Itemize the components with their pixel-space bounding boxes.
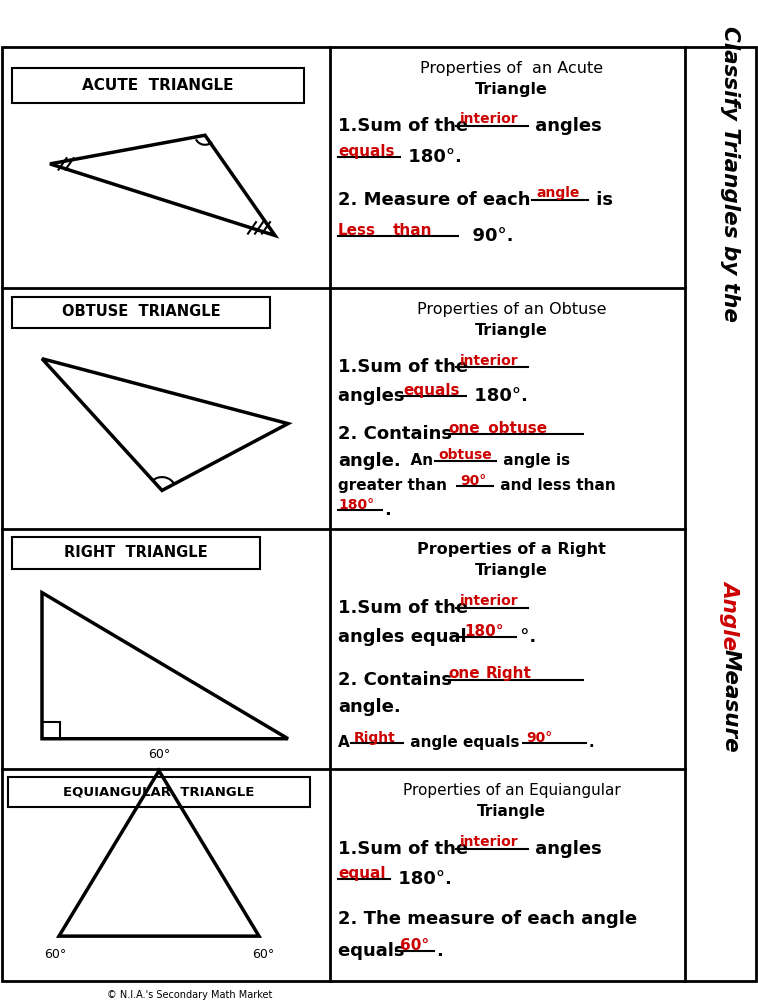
Bar	[12, 296, 270, 329]
Text: than: than	[393, 223, 433, 238]
Text: Measure: Measure	[721, 649, 741, 752]
Bar	[42, 722, 60, 739]
Text: 2. The measure of each angle: 2. The measure of each angle	[338, 910, 637, 928]
Text: Right: Right	[354, 731, 396, 745]
Text: interior: interior	[460, 354, 518, 368]
Text: angles: angles	[338, 387, 411, 405]
Text: Properties of a Right: Properties of a Right	[417, 542, 606, 557]
Text: 1.Sum of the: 1.Sum of the	[338, 117, 475, 135]
Text: obtuse: obtuse	[483, 421, 547, 435]
Text: angles: angles	[529, 840, 602, 858]
Text: ACUTE  TRIANGLE: ACUTE TRIANGLE	[83, 78, 233, 93]
Text: one: one	[448, 421, 480, 435]
Text: Right: Right	[486, 666, 532, 681]
Text: equals: equals	[403, 383, 459, 398]
Text: 60°: 60°	[400, 938, 429, 954]
Text: equals: equals	[338, 144, 394, 159]
Text: interior: interior	[460, 112, 518, 126]
Text: angle: angle	[536, 186, 579, 201]
Text: 180°: 180°	[338, 498, 374, 512]
Text: greater than: greater than	[338, 478, 453, 493]
Text: angles equal: angles equal	[338, 628, 473, 645]
Text: 1.Sum of the: 1.Sum of the	[338, 840, 475, 858]
Text: 180°.: 180°.	[402, 148, 462, 166]
Text: interior: interior	[460, 595, 518, 608]
Text: Properties of  an Acute: Properties of an Acute	[420, 60, 603, 76]
Text: 90°.: 90°.	[460, 228, 513, 246]
Text: angle equals: angle equals	[405, 735, 525, 750]
Text: Triangle: Triangle	[477, 803, 546, 818]
Text: Less: Less	[338, 223, 376, 238]
Text: and less than: and less than	[495, 478, 615, 493]
Text: © N.I.A.'s Secondary Math Market: © N.I.A.'s Secondary Math Market	[108, 990, 273, 1000]
Text: angle.: angle.	[338, 452, 401, 470]
Text: angle is: angle is	[498, 454, 570, 469]
Text: .: .	[436, 941, 443, 960]
Text: OBTUSE  TRIANGLE: OBTUSE TRIANGLE	[61, 304, 221, 320]
Text: one: one	[448, 666, 480, 681]
Text: 90°: 90°	[526, 731, 553, 745]
Bar	[8, 777, 310, 807]
Text: Triangle: Triangle	[475, 82, 548, 97]
Text: 180°.: 180°.	[392, 870, 452, 888]
Text: 60°: 60°	[252, 948, 274, 961]
Text: Properties of an Equiangular: Properties of an Equiangular	[402, 783, 620, 797]
Bar	[12, 69, 304, 103]
Text: angle.: angle.	[338, 699, 401, 717]
Text: 180°.: 180°.	[468, 387, 528, 405]
Text: is: is	[590, 192, 613, 210]
Text: RIGHT  TRIANGLE: RIGHT TRIANGLE	[64, 545, 208, 560]
Text: 2. Contains: 2. Contains	[338, 670, 459, 688]
Bar	[12, 537, 260, 569]
Text: 1.Sum of the: 1.Sum of the	[338, 599, 475, 617]
Text: Angle: Angle	[721, 580, 741, 657]
Text: interior: interior	[460, 835, 518, 849]
Text: angles: angles	[529, 117, 602, 135]
Text: equals: equals	[338, 941, 411, 960]
Text: 2. Measure of each: 2. Measure of each	[338, 192, 537, 210]
Text: .: .	[384, 501, 391, 518]
Text: 180°: 180°	[464, 624, 503, 639]
Text: An: An	[400, 454, 438, 469]
Text: .: .	[588, 735, 594, 750]
Text: 60°: 60°	[148, 748, 170, 761]
Text: Triangle: Triangle	[475, 563, 548, 579]
Text: EQUIANGULAR  TRIANGLE: EQUIANGULAR TRIANGLE	[64, 785, 255, 798]
Text: °.: °.	[514, 628, 536, 645]
Text: obtuse: obtuse	[438, 449, 492, 462]
Text: 2. Contains: 2. Contains	[338, 425, 459, 444]
Text: Triangle: Triangle	[475, 323, 548, 338]
Text: Classify Triangles by the: Classify Triangles by the	[721, 25, 741, 329]
Text: 1.Sum of the: 1.Sum of the	[338, 358, 475, 376]
Text: A: A	[338, 735, 355, 750]
Text: 60°: 60°	[44, 948, 66, 961]
Text: equal: equal	[338, 866, 386, 881]
Text: 90°: 90°	[460, 474, 486, 488]
Text: Properties of an Obtuse: Properties of an Obtuse	[417, 301, 606, 317]
